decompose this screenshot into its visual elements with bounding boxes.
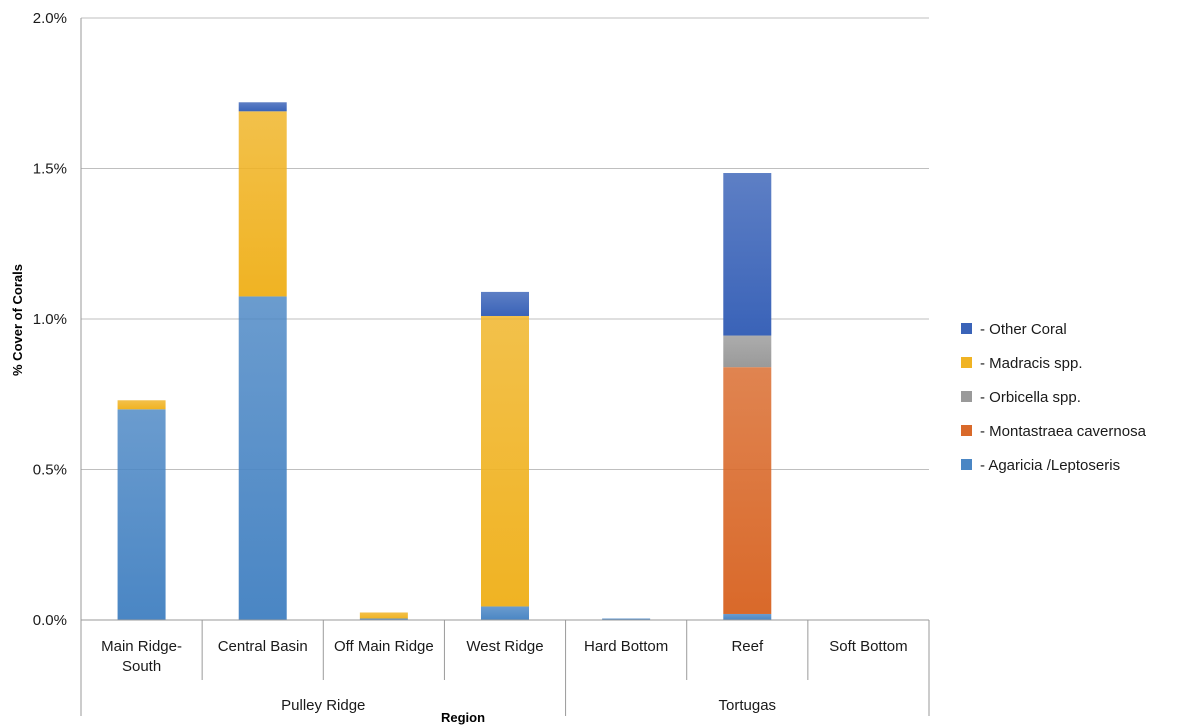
bar-segment	[481, 315, 529, 607]
legend: - Other Coral - Madracis spp. - Orbicella …	[961, 321, 1147, 474]
y-tick-labels: 0.0% 0.5% 1.0% 1.5% 2.0%	[33, 10, 67, 629]
y-tick-label: 0.0%	[33, 612, 67, 629]
bar-segment	[117, 400, 166, 410]
bar-segment	[238, 296, 287, 620]
x-category-label: Reef	[731, 638, 764, 655]
legend-label: - Other Coral	[980, 321, 1067, 338]
x-category-label: Main Ridge-South	[101, 638, 182, 675]
bar-segment	[481, 291, 529, 316]
legend-label: - Montastraea cavernosa	[980, 423, 1147, 440]
bar-segment	[723, 335, 772, 368]
legend-swatch	[961, 459, 972, 470]
y-axis-title: % Cover of Corals	[10, 264, 25, 376]
bars	[117, 102, 772, 620]
legend-label: - Agaricia /Leptoseris	[980, 457, 1120, 474]
y-tick-label: 1.5%	[33, 161, 67, 178]
x-category-label: West Ridge	[466, 638, 543, 655]
bar-segment	[238, 111, 287, 297]
bar-segment	[723, 613, 772, 620]
bar-segment	[481, 606, 529, 620]
legend-label: - Madracis spp.	[980, 355, 1083, 372]
bar-segment	[602, 618, 651, 620]
x-group-labels: Pulley Ridge Tortugas	[281, 697, 776, 714]
x-group-label: Pulley Ridge	[281, 697, 365, 714]
x-category-label: Soft Bottom	[829, 638, 907, 655]
y-tick-label: 1.0%	[33, 311, 67, 328]
x-category-label: Hard Bottom	[584, 638, 668, 655]
legend-swatch	[961, 357, 972, 368]
y-tick-label: 0.5%	[33, 462, 67, 479]
legend-swatch	[961, 323, 972, 334]
bar-segment	[723, 173, 772, 336]
x-category-label: Central Basin	[218, 638, 308, 655]
bar-segment	[359, 618, 408, 620]
x-group-label: Tortugas	[719, 697, 777, 714]
legend-label: - Orbicella spp.	[980, 389, 1081, 406]
bar-segment	[723, 367, 772, 614]
bar-segment	[359, 612, 408, 619]
y-tick-label: 2.0%	[33, 10, 67, 27]
x-category-label: Off Main Ridge	[334, 638, 434, 655]
legend-swatch	[961, 391, 972, 402]
x-category-labels: Main Ridge-South Central Basin Off Main Ri…	[101, 638, 907, 675]
bar-segment	[238, 102, 287, 112]
legend-swatch	[961, 425, 972, 436]
axes	[80, 18, 930, 716]
x-axis-title: Region	[441, 710, 485, 725]
bar-segment	[117, 409, 166, 620]
